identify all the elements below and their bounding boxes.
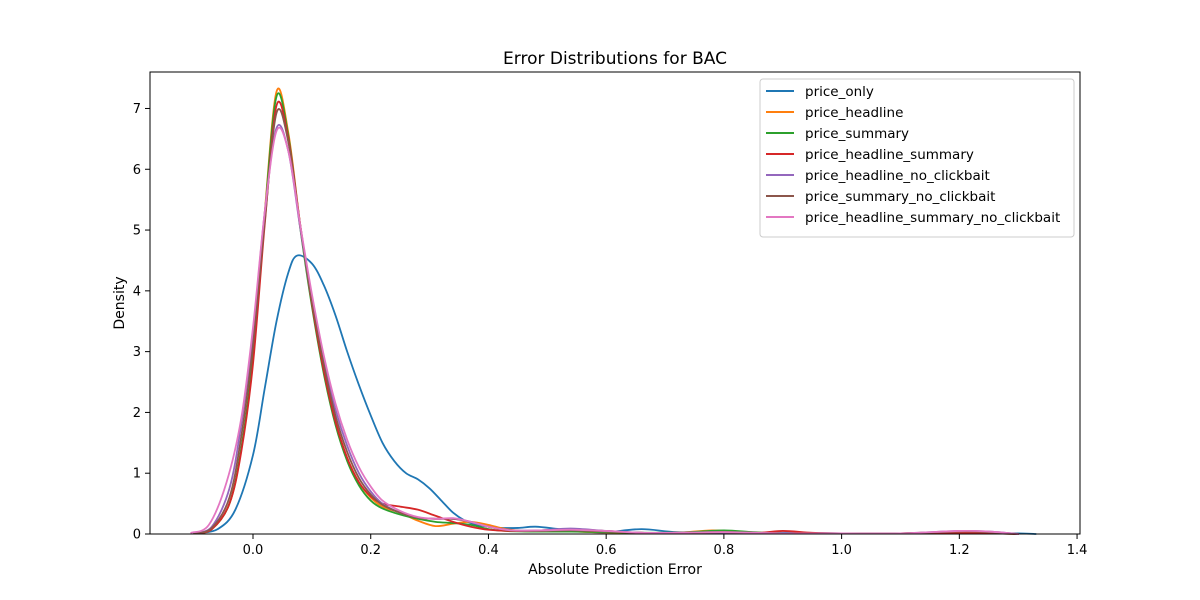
legend-entry-label: price_headline_summary_no_clickbait	[805, 210, 1060, 226]
y-tick-label: 2	[133, 406, 141, 421]
x-tick-label: 1.0	[831, 543, 852, 558]
x-tick-label: 0.2	[360, 543, 381, 558]
y-tick-label: 3	[133, 345, 141, 360]
x-tick-label: 1.4	[1067, 543, 1088, 558]
legend-entry-label: price_headline_summary	[805, 147, 974, 163]
legend-entry-label: price_only	[805, 84, 874, 100]
y-tick-label: 6	[133, 163, 141, 178]
y-tick-label: 7	[133, 102, 141, 117]
y-axis: 0 1 2 3 4 5 6 7	[133, 102, 150, 543]
x-tick-label: 0.4	[478, 543, 499, 558]
plot-area	[190, 87, 1037, 535]
x-tick-label: 0.8	[714, 543, 735, 558]
y-tick-label: 5	[133, 224, 141, 239]
series-line-price-headline-summary-no-clickbait	[190, 126, 1020, 535]
chart-title: Error Distributions for BAC	[503, 49, 727, 69]
legend-entry-label: price_headline_no_clickbait	[805, 168, 990, 184]
y-tick-label: 0	[133, 528, 141, 543]
x-tick-label: 1.2	[949, 543, 970, 558]
y-tick-label: 1	[133, 467, 141, 482]
x-tick-label: 0.0	[243, 543, 264, 558]
y-axis-label: Density	[112, 276, 128, 329]
legend-entry-label: price_headline	[805, 105, 903, 121]
x-axis: 0.0 0.2 0.4 0.6 0.8 1.0 1.2 1.4	[243, 534, 1088, 558]
legend-entry-label: price_summary	[805, 126, 909, 142]
axes-frame	[149, 71, 1081, 535]
legend: price_only price_headline price_summarypri…	[759, 78, 1075, 238]
x-axis-label: Absolute Prediction Error	[528, 562, 702, 578]
x-tick-label: 0.6	[596, 543, 617, 558]
legend-entry-label: price_summary_no_clickbait	[805, 189, 995, 205]
legend-box	[759, 78, 1075, 238]
y-tick-label: 4	[133, 284, 141, 299]
